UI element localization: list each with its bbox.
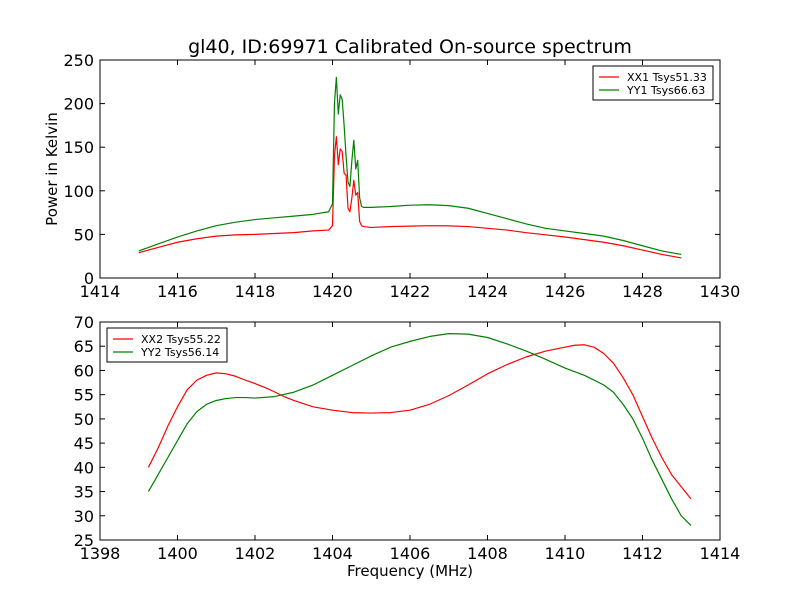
bottom-x-tick-label: 1410 bbox=[545, 544, 586, 563]
top-y-tick-label: 100 bbox=[63, 182, 94, 201]
bottom-x-tick-label: 1412 bbox=[622, 544, 663, 563]
top-x-tick-label: 1426 bbox=[545, 282, 586, 301]
bottom-series-line-2 bbox=[147, 333, 692, 526]
bottom-x-tick-label: 1414 bbox=[700, 544, 741, 563]
bottom-y-tick-label: 45 bbox=[74, 434, 94, 453]
top-x-tick-label: 1430 bbox=[700, 282, 741, 301]
bottom-x-tick-label: 1408 bbox=[467, 544, 508, 563]
top-y-axis-label: Power in Kelvin bbox=[43, 112, 61, 226]
bottom-y-tick-label: 25 bbox=[74, 531, 94, 550]
figure-title: gl40, ID:69971 Calibrated On-source spec… bbox=[188, 36, 632, 58]
bottom-x-tick-label: 1402 bbox=[235, 544, 276, 563]
bottom-y-tick-label: 70 bbox=[74, 313, 94, 332]
top-x-tick-label: 1416 bbox=[157, 282, 198, 301]
top-y-tick-label: 200 bbox=[63, 95, 94, 114]
bottom-x-tick-label: 1400 bbox=[157, 544, 198, 563]
bottom-y-tick-label: 40 bbox=[74, 458, 94, 477]
top-x-tick-label: 1428 bbox=[622, 282, 663, 301]
bottom-y-tick-label: 55 bbox=[74, 386, 94, 405]
top-x-tick-label: 1424 bbox=[467, 282, 508, 301]
top-series-line-2 bbox=[138, 76, 682, 256]
bottom-legend-box bbox=[106, 327, 228, 363]
top-y-tick-label: 0 bbox=[84, 269, 94, 288]
top-legend-label-2: YY1 Tsys66.63 bbox=[626, 84, 705, 97]
bottom-x-tick-label: 1398 bbox=[80, 544, 121, 563]
bottom-legend-label-1: XX2 Tsys55.22 bbox=[141, 333, 221, 346]
top-y-tick-label: 50 bbox=[74, 225, 94, 244]
bottom-y-tick-label: 30 bbox=[74, 507, 94, 526]
bottom-spectrum-plot: 1398 1400 1402 1404 1406 1408 1410 1412 1414 25 30… bbox=[74, 313, 741, 580]
bottom-legend-label-2: YY2 Tsys56.14 bbox=[140, 346, 219, 359]
bottom-series-line-1 bbox=[147, 344, 692, 500]
top-y-tick-label: 150 bbox=[63, 138, 94, 157]
top-legend-label-1: XX1 Tsys51.33 bbox=[627, 71, 707, 84]
bottom-y-tick-label: 65 bbox=[74, 337, 94, 356]
bottom-x-tick-label: 1404 bbox=[312, 544, 353, 563]
bottom-y-tick-label: 60 bbox=[74, 361, 94, 380]
bottom-y-tick-label: 35 bbox=[74, 483, 94, 502]
top-series-line-1 bbox=[138, 136, 682, 259]
bottom-x-axis-label: Frequency (MHz) bbox=[347, 562, 473, 580]
top-x-tick-label: 1422 bbox=[390, 282, 431, 301]
bottom-x-tick-label: 1406 bbox=[390, 544, 431, 563]
top-x-tick-label: 1418 bbox=[235, 282, 276, 301]
top-x-tick-label: 1420 bbox=[312, 282, 353, 301]
bottom-y-tick-label: 50 bbox=[74, 410, 94, 429]
top-y-tick-label: 250 bbox=[63, 51, 94, 70]
top-legend-box bbox=[592, 65, 714, 101]
top-x-tick-label: 1414 bbox=[80, 282, 121, 301]
top-spectrum-plot: 1414 1416 1418 1420 1422 1424 1426 1428 1430 0 50 1… bbox=[43, 51, 740, 301]
